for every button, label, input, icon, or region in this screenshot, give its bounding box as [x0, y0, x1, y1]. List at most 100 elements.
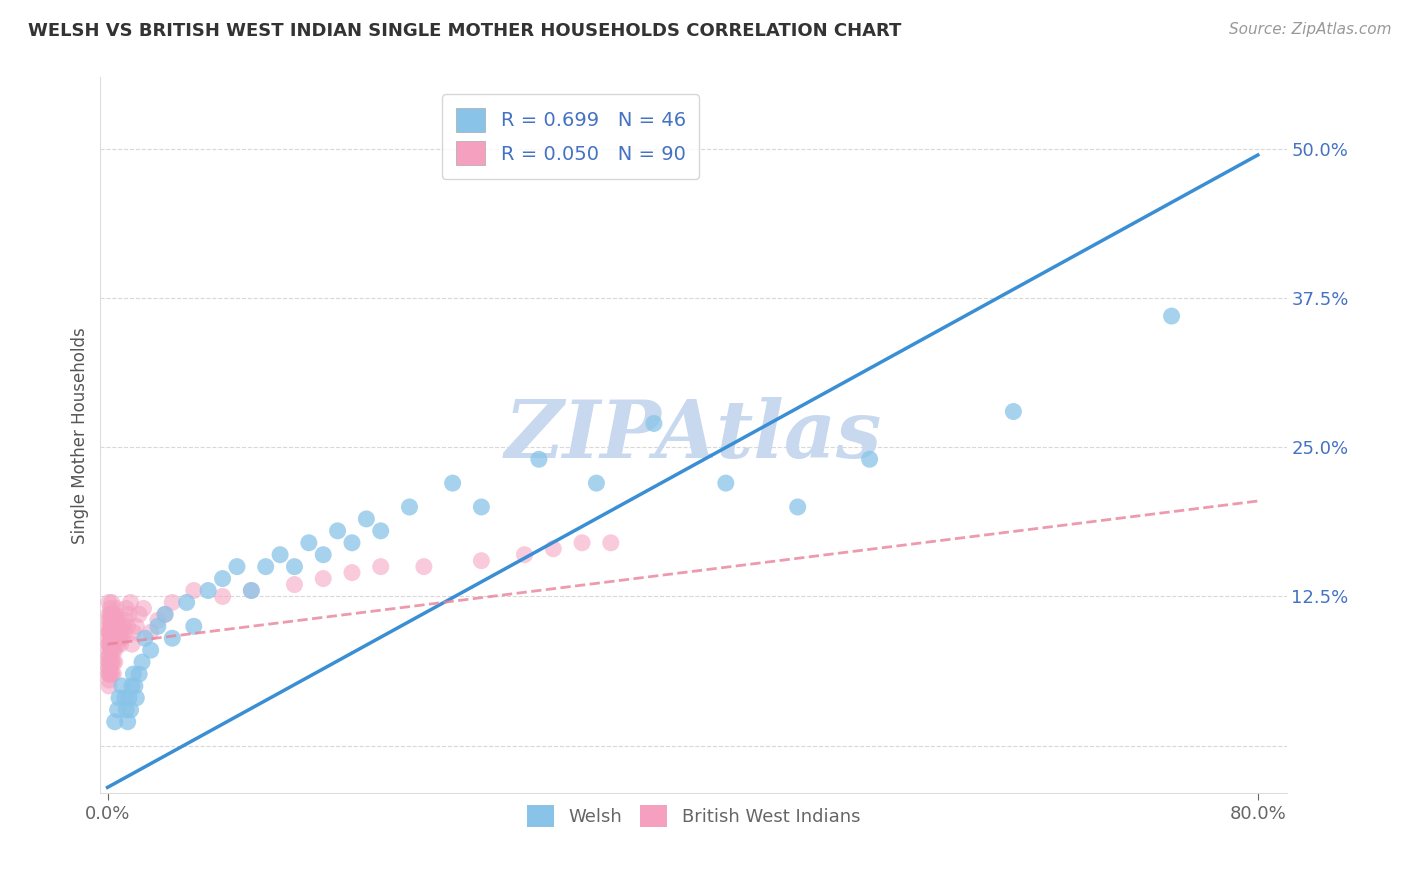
Point [128, 607, 150, 622]
Point [101, 655, 124, 669]
Point [1002, 404, 1025, 418]
Point [226, 559, 249, 574]
Point [107, 637, 129, 651]
Point [131, 655, 153, 669]
Point [122, 667, 145, 681]
Point [103, 667, 125, 681]
Point [98, 595, 121, 609]
Point [107, 625, 129, 640]
Point [117, 619, 139, 633]
Point [98, 673, 121, 687]
Point [114, 690, 136, 705]
Point [100, 607, 122, 622]
Point [513, 548, 536, 562]
Point [312, 572, 335, 586]
Point [115, 703, 138, 717]
Point [98, 632, 121, 646]
Point [103, 655, 125, 669]
Point [139, 625, 162, 640]
Point [298, 535, 321, 549]
Point [108, 619, 131, 633]
Point [98, 655, 121, 669]
Point [104, 607, 127, 622]
Point [103, 632, 125, 646]
Point [153, 607, 176, 622]
Point [98, 661, 121, 675]
Point [183, 619, 205, 633]
Point [118, 607, 141, 622]
Point [103, 643, 125, 657]
Point [197, 583, 219, 598]
Point [122, 625, 145, 640]
Point [599, 535, 621, 549]
Point [340, 566, 363, 580]
Point [211, 572, 233, 586]
Point [283, 577, 305, 591]
Point [326, 524, 349, 538]
Point [470, 500, 492, 514]
Point [543, 541, 565, 556]
Point [340, 535, 363, 549]
Point [104, 643, 127, 657]
Point [121, 637, 143, 651]
Point [107, 613, 129, 627]
Point [643, 417, 665, 431]
Point [98, 619, 121, 633]
Point [153, 607, 176, 622]
Point [101, 643, 124, 657]
Point [98, 607, 121, 622]
Point [118, 690, 141, 705]
Point [100, 619, 122, 633]
Point [105, 601, 128, 615]
Point [101, 595, 124, 609]
Point [312, 548, 335, 562]
Point [786, 500, 808, 514]
Y-axis label: Single Mother Households: Single Mother Households [72, 327, 89, 544]
Point [104, 655, 127, 669]
Point [101, 637, 124, 651]
Point [527, 452, 550, 467]
Point [101, 632, 124, 646]
Point [441, 476, 464, 491]
Point [100, 637, 122, 651]
Point [211, 590, 233, 604]
Point [356, 512, 378, 526]
Point [100, 643, 122, 657]
Point [110, 625, 132, 640]
Point [98, 649, 121, 664]
Point [98, 625, 121, 640]
Point [100, 667, 122, 681]
Point [101, 619, 124, 633]
Point [139, 643, 162, 657]
Point [98, 637, 121, 651]
Point [103, 619, 125, 633]
Point [858, 452, 880, 467]
Point [98, 667, 121, 681]
Point [370, 559, 392, 574]
Point [146, 619, 169, 633]
Point [283, 559, 305, 574]
Point [412, 559, 434, 574]
Point [128, 667, 150, 681]
Point [114, 613, 136, 627]
Point [108, 690, 131, 705]
Point [104, 632, 127, 646]
Point [104, 714, 127, 729]
Point [121, 679, 143, 693]
Point [132, 601, 155, 615]
Point [240, 583, 263, 598]
Text: WELSH VS BRITISH WEST INDIAN SINGLE MOTHER HOUSEHOLDS CORRELATION CHART: WELSH VS BRITISH WEST INDIAN SINGLE MOTH… [28, 22, 901, 40]
Point [146, 613, 169, 627]
Point [98, 643, 121, 657]
Point [269, 548, 291, 562]
Point [110, 637, 132, 651]
Point [117, 714, 139, 729]
Point [240, 583, 263, 598]
Point [571, 535, 593, 549]
Point [1160, 309, 1182, 323]
Point [100, 613, 122, 627]
Point [98, 649, 121, 664]
Point [101, 625, 124, 640]
Point [162, 595, 184, 609]
Point [183, 583, 205, 598]
